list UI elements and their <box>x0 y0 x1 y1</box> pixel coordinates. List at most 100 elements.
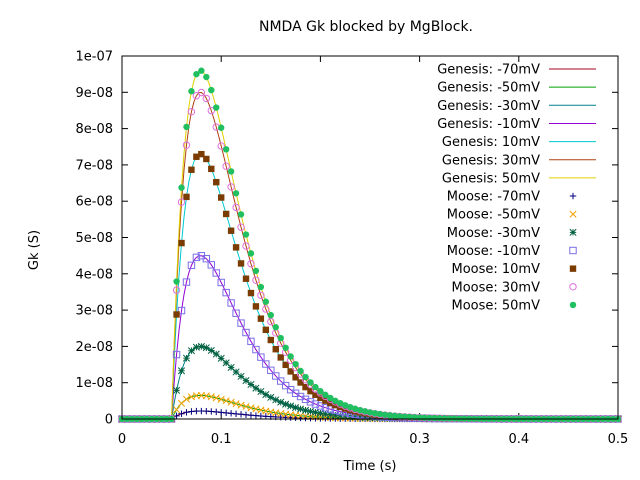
data-point <box>317 388 324 395</box>
data-point <box>222 162 230 170</box>
y-tick-label: 1e-08 <box>75 376 113 391</box>
legend-entry: Genesis: 30mV <box>442 153 596 168</box>
data-point <box>401 413 408 420</box>
data-point <box>306 407 315 415</box>
data-point <box>311 400 320 408</box>
y-tick-label: 2e-08 <box>75 340 113 355</box>
data-point <box>177 367 186 375</box>
y-tick-label: 5e-08 <box>75 231 113 246</box>
data-point <box>252 267 260 275</box>
data-point <box>232 203 240 212</box>
data-point <box>371 410 379 417</box>
data-point <box>217 142 225 150</box>
data-point <box>292 374 299 381</box>
x-tick-label: 0.5 <box>608 432 629 447</box>
data-point <box>242 377 250 385</box>
legend-label: Moose: -70mV <box>447 190 540 205</box>
y-tick-label: 9e-08 <box>75 86 113 101</box>
legend-label: Moose: 10mV <box>451 262 540 277</box>
data-point <box>287 353 294 360</box>
legend-entry: Genesis: -10mV <box>437 117 596 132</box>
data-point <box>272 396 280 404</box>
data-point <box>183 193 190 201</box>
data-point <box>237 319 245 327</box>
data-point <box>316 402 325 410</box>
data-point <box>173 386 181 394</box>
data-point <box>262 326 270 334</box>
legend-label: Genesis: 50mV <box>442 171 540 186</box>
data-point <box>173 406 181 414</box>
data-point <box>197 342 205 350</box>
data-point <box>242 231 250 238</box>
data-point <box>242 275 250 282</box>
legend-entry: Genesis: -70mV <box>437 63 596 78</box>
data-point <box>446 415 453 422</box>
data-point <box>282 361 289 369</box>
data-point <box>218 124 225 131</box>
x-tick-label: 0.1 <box>211 432 232 447</box>
data-point <box>242 402 250 411</box>
series-genesis-10mv <box>122 153 618 420</box>
data-point <box>208 86 215 94</box>
legend-label: Moose: 30mV <box>451 280 540 295</box>
data-point <box>202 254 211 263</box>
data-point <box>331 411 339 419</box>
data-point <box>306 398 315 406</box>
data-point <box>297 405 305 413</box>
data-point <box>426 414 433 422</box>
y-tick-label: 1e-07 <box>75 50 113 65</box>
data-point <box>183 123 190 131</box>
data-point <box>311 408 319 416</box>
legend-label: Genesis: -30mV <box>437 99 540 114</box>
legend-label: Moose: 50mV <box>451 298 540 313</box>
data-point <box>302 373 309 381</box>
data-point <box>312 383 319 391</box>
data-point <box>227 227 235 234</box>
chart-title: NMDA Gk blocked by MgBlock. <box>259 19 473 35</box>
data-point <box>202 94 211 103</box>
data-point <box>172 350 181 359</box>
data-point <box>227 183 235 191</box>
data-point <box>281 381 290 390</box>
data-point <box>202 344 210 352</box>
series-line <box>122 70 618 420</box>
data-point <box>252 276 260 284</box>
data-point <box>342 405 349 412</box>
series-moose-10mv <box>118 252 622 423</box>
data-point <box>391 412 398 420</box>
data-point <box>242 242 250 250</box>
legend-label: Genesis: 10mV <box>442 135 540 150</box>
data-point <box>262 305 270 313</box>
legend-entry: Genesis: -50mV <box>437 81 596 96</box>
data-point <box>193 153 200 160</box>
data-point <box>307 387 314 395</box>
data-point <box>282 344 289 351</box>
data-point <box>336 412 344 420</box>
data-point <box>356 413 364 421</box>
y-tick-label: 3e-08 <box>75 304 113 319</box>
data-point <box>262 391 270 399</box>
data-point <box>182 141 191 149</box>
data-point <box>327 394 334 402</box>
data-point <box>247 380 255 389</box>
data-point <box>237 223 245 231</box>
data-point <box>351 413 359 421</box>
data-point <box>212 394 220 402</box>
data-point <box>217 354 225 362</box>
data-point <box>431 414 438 422</box>
data-point <box>207 106 215 115</box>
data-point <box>173 278 180 285</box>
data-point <box>307 379 314 386</box>
data-point <box>386 412 394 419</box>
data-point <box>292 360 299 368</box>
data-point <box>267 317 275 326</box>
data-point <box>172 286 181 294</box>
series-line <box>122 153 618 420</box>
series-moose-10mv <box>118 150 622 423</box>
data-point <box>237 260 245 267</box>
data-point <box>203 155 210 163</box>
data-point <box>187 108 196 116</box>
data-point <box>182 354 191 362</box>
data-point <box>346 403 354 411</box>
